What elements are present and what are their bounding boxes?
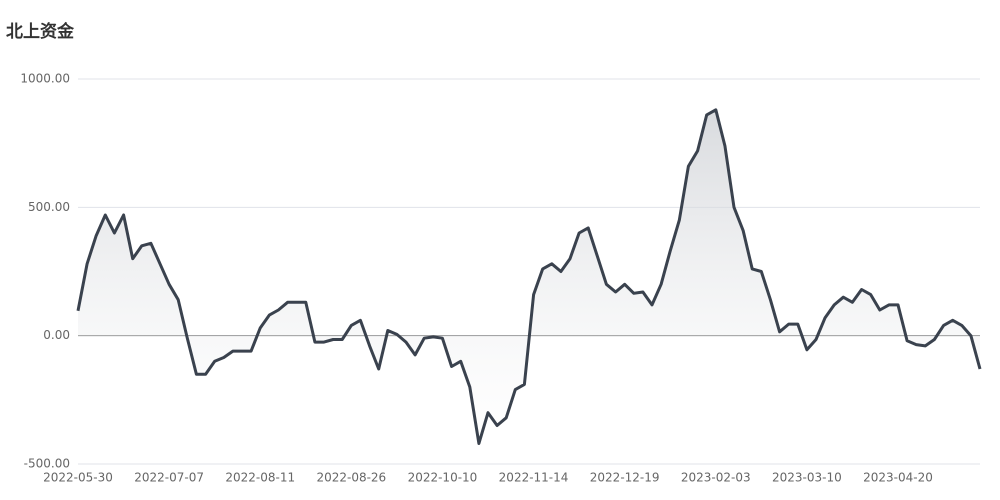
x-tick-label: 2023-02-03 bbox=[681, 471, 751, 485]
chart-title: 北上资金 bbox=[6, 21, 75, 42]
x-tick-label: 2023-04-20 bbox=[863, 471, 933, 485]
area bbox=[78, 109, 980, 444]
y-tick-label: 500.00 bbox=[28, 200, 70, 214]
x-tick-label: 2022-11-14 bbox=[499, 471, 569, 485]
y-tick-label: -500.00 bbox=[24, 457, 70, 471]
x-tick-label: 2023-03-10 bbox=[772, 471, 842, 485]
x-tick-label: 2022-05-30 bbox=[43, 471, 113, 485]
x-tick-label: 2022-08-11 bbox=[225, 471, 295, 485]
y-tick-label: 0.00 bbox=[43, 328, 70, 342]
y-tick-label: 1000.00 bbox=[20, 72, 70, 86]
x-tick-label: 2022-10-10 bbox=[408, 471, 478, 485]
line bbox=[76, 108, 982, 445]
x-tick-label: 2022-12-19 bbox=[590, 471, 660, 485]
x-tick-label: 2022-07-07 bbox=[134, 471, 204, 485]
x-tick-label: 2022-08-26 bbox=[316, 471, 386, 485]
